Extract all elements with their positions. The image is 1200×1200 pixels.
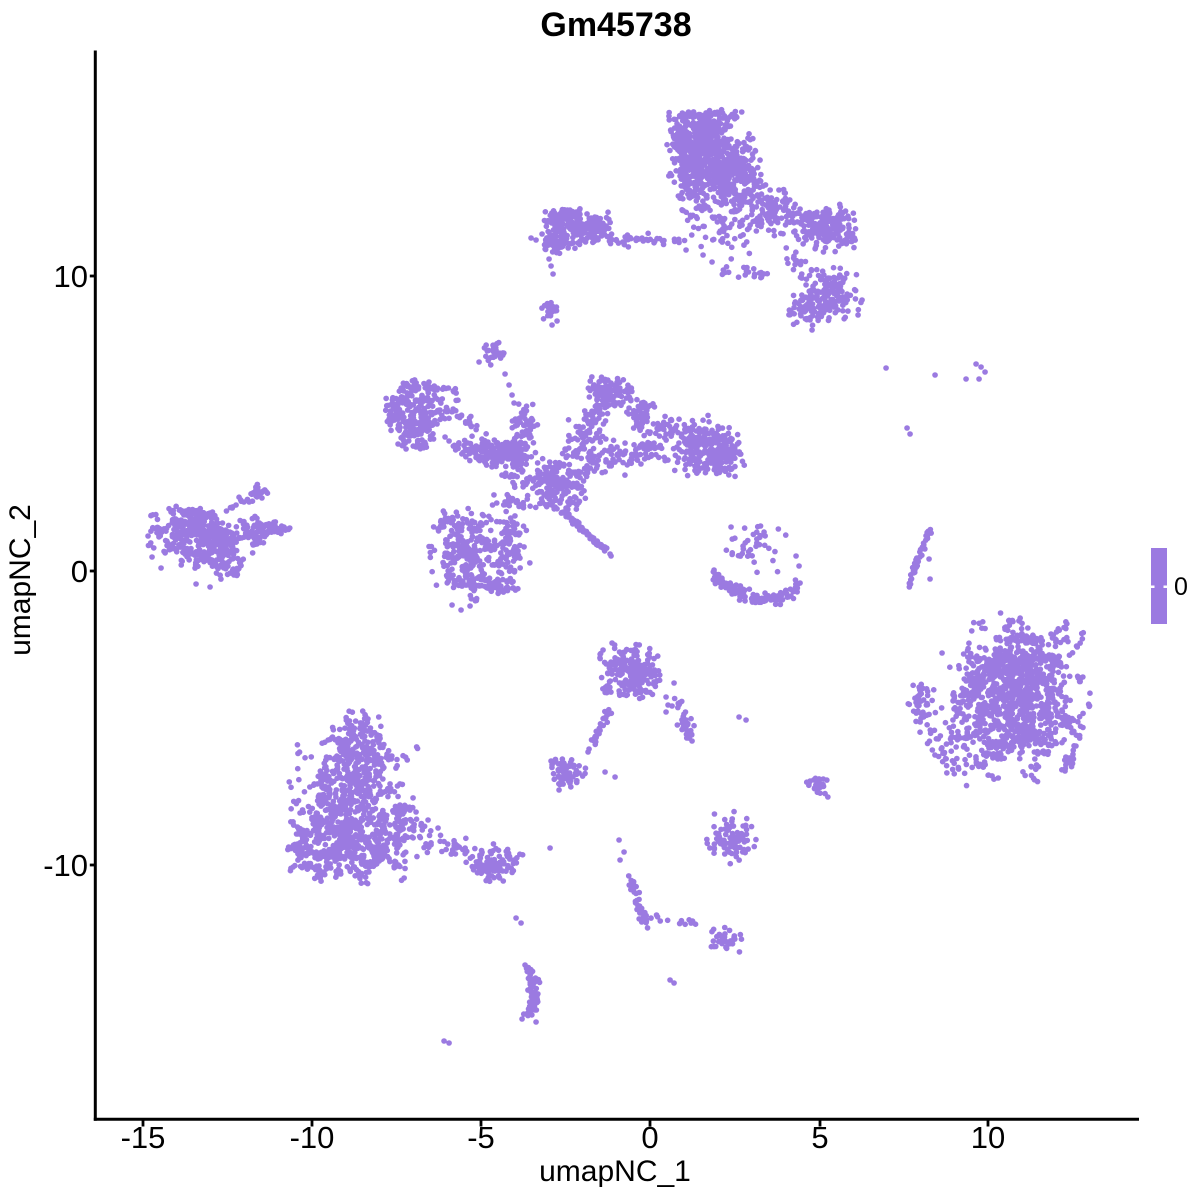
svg-text:10: 10 [54, 259, 88, 294]
svg-text:0: 0 [71, 554, 88, 589]
svg-text:5: 5 [811, 1120, 828, 1155]
svg-text:umapNC_2: umapNC_2 [4, 504, 37, 656]
svg-text:0: 0 [1174, 573, 1188, 601]
svg-text:10: 10 [971, 1120, 1005, 1155]
svg-text:-5: -5 [467, 1120, 495, 1155]
svg-text:-10: -10 [290, 1120, 335, 1155]
svg-text:0: 0 [641, 1120, 658, 1155]
svg-text:-15: -15 [121, 1120, 166, 1155]
svg-text:umapNC_1: umapNC_1 [539, 1155, 691, 1188]
svg-text:-10: -10 [43, 848, 88, 883]
svg-text:Gm45738: Gm45738 [540, 6, 691, 44]
